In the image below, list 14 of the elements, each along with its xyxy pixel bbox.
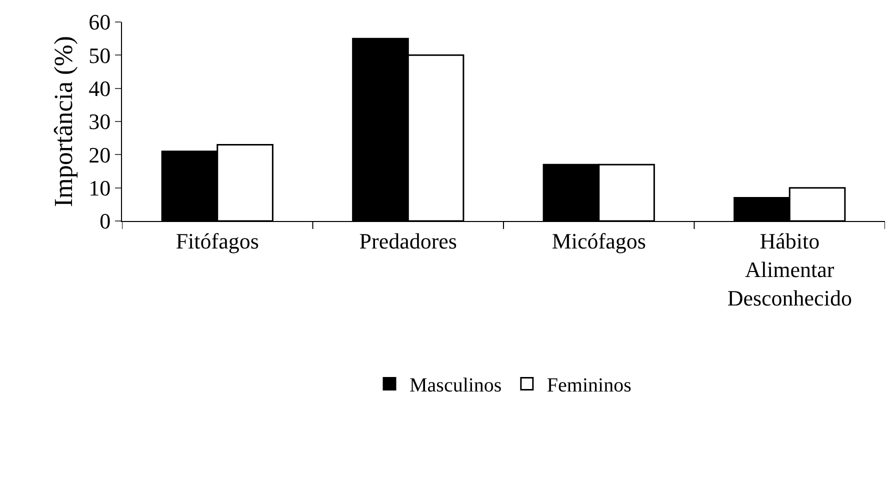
x-tick-label: Micófagos [552, 228, 646, 254]
legend-label: Masculinos [410, 374, 502, 397]
x-tick-label: Hábito Alimentar Desconhecido [727, 228, 852, 311]
y-tick-label: 10 [88, 176, 111, 201]
y-tick-label: 50 [88, 42, 111, 68]
x-tick-label: Fitófagos [176, 228, 259, 254]
y-tick-label: 0 [100, 208, 111, 234]
y-tick-label: 60 [88, 10, 111, 35]
x-tick-label: Predadores [359, 228, 458, 254]
y-tick-label: 30 [88, 109, 111, 134]
legend-label: Femininos [546, 374, 632, 397]
y-tick-label: 20 [88, 142, 111, 168]
y-tick-label: 40 [88, 76, 111, 102]
y-axis-title: Importância (%) [49, 36, 78, 208]
